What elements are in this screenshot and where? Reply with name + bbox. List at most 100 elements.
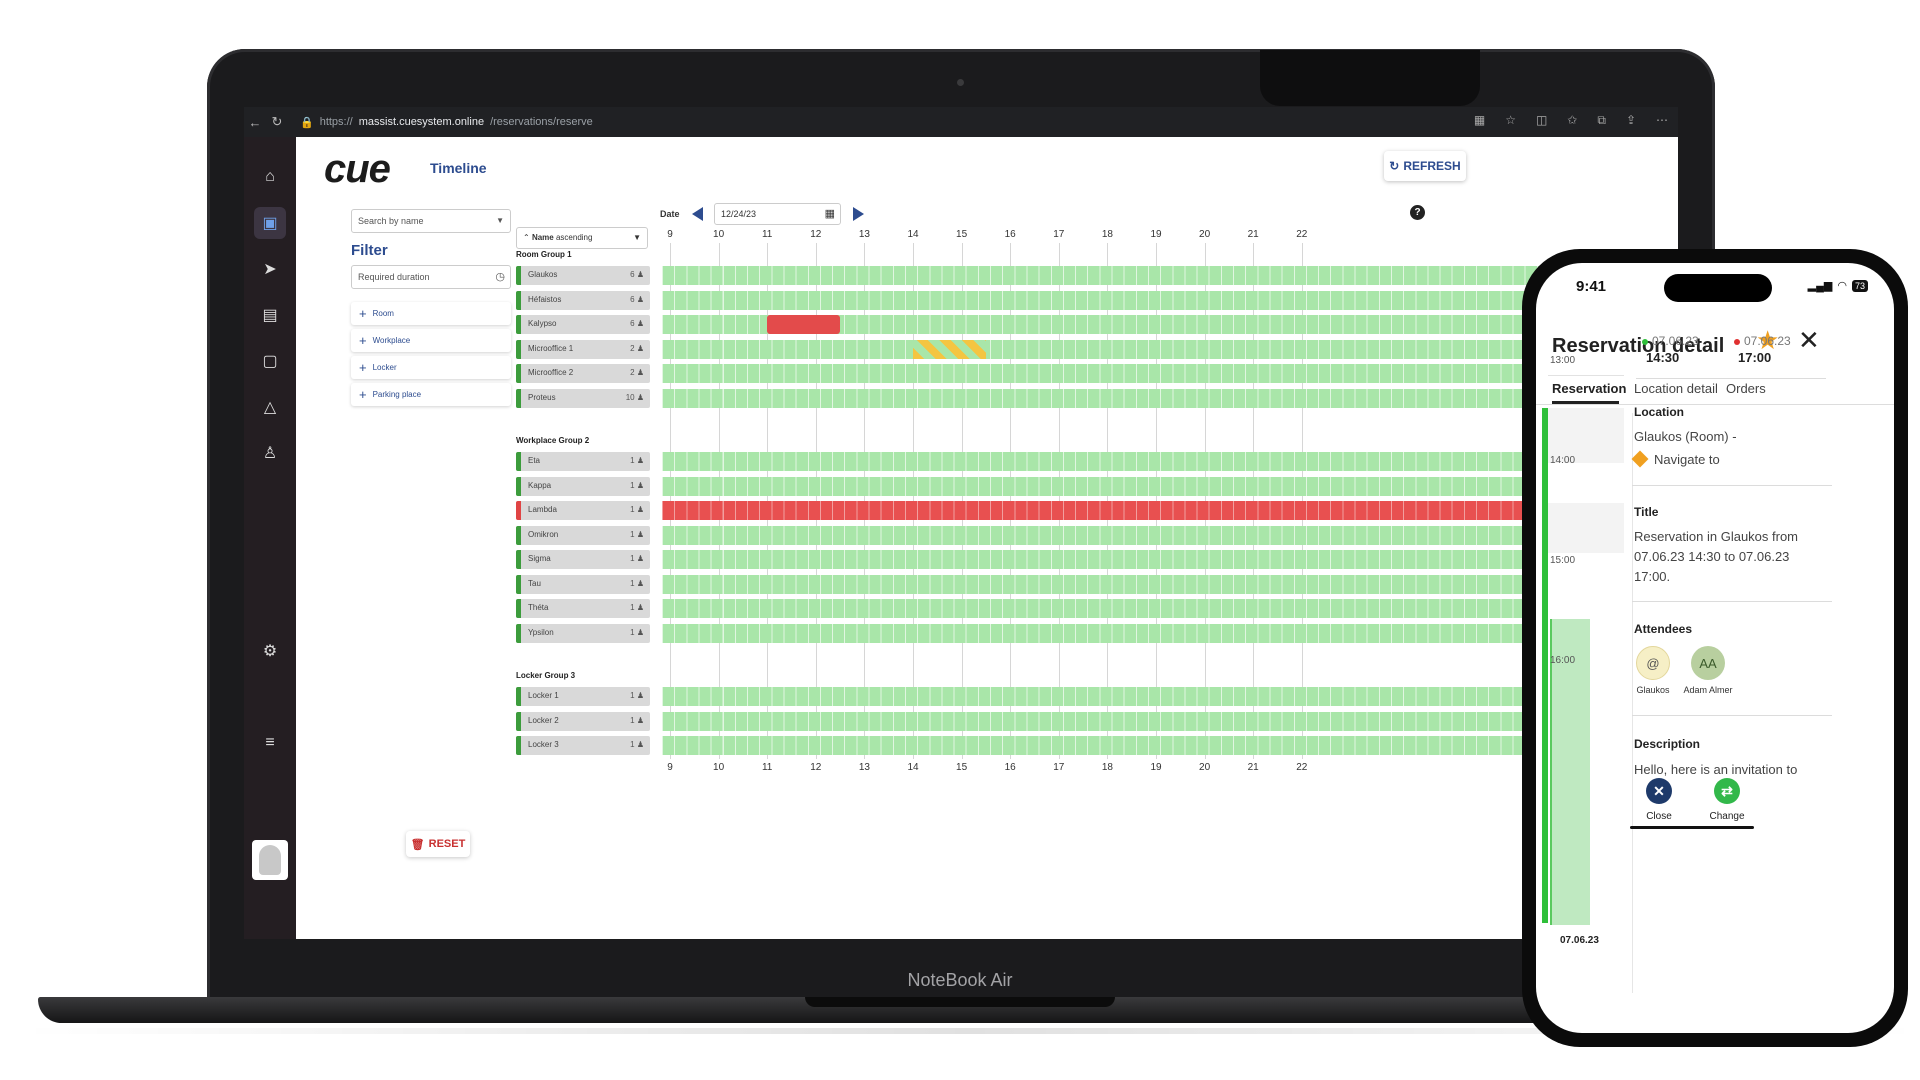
help-icon[interactable]: ? (1410, 205, 1425, 220)
close-icon[interactable]: ✕ (1798, 325, 1820, 355)
avatar[interactable] (252, 840, 288, 880)
next-day-icon[interactable] (853, 207, 864, 221)
sort-select[interactable]: ⌃ Name ascending ▼ (516, 227, 648, 249)
person-icon: ♟ (634, 578, 644, 588)
resource-row[interactable]: Sigma 1 ♟ (516, 550, 650, 569)
reader-icon[interactable]: ▦ (1473, 113, 1486, 127)
menu-icon[interactable]: ≡ (265, 734, 275, 751)
resource-row[interactable]: Locker 2 1 ♟ (516, 711, 650, 731)
refresh-icon: ↻ (1389, 159, 1400, 173)
calendar-reservation-block[interactable] (1550, 619, 1590, 925)
description-heading: Description (1634, 737, 1701, 751)
timeline-lane[interactable] (662, 315, 1678, 334)
star-icon[interactable]: ★ (1756, 325, 1780, 355)
date-input[interactable]: 12/24/23 ▦ (714, 203, 841, 225)
capacity: 1 ♟ (630, 691, 644, 700)
resource-row[interactable]: Microoffice 1 2 ♟ (516, 339, 650, 359)
navigate-link[interactable]: Navigate to (1631, 450, 1824, 470)
prev-day-icon[interactable] (692, 207, 703, 221)
timeline-lane[interactable] (662, 476, 1678, 496)
refresh-button[interactable]: ↻ REFRESH (1384, 151, 1466, 181)
duration-input[interactable]: Required duration ◷ (351, 265, 511, 289)
attendee-avatar[interactable]: AA (1691, 646, 1725, 680)
timeline-lane[interactable] (662, 501, 1678, 520)
timeline-lane[interactable] (662, 452, 1678, 471)
resource-name: Kalypso (528, 319, 557, 328)
resource-row[interactable]: Théta 1 ♟ (516, 599, 650, 618)
add-locker-button[interactable]: + Locker (351, 356, 511, 379)
search-input[interactable]: Search by name ▼ (351, 209, 511, 233)
resource-name: Microoffice 1 (528, 343, 574, 353)
star-outline-icon[interactable]: ☆ (1505, 113, 1516, 127)
reservation-block[interactable] (767, 315, 841, 334)
change-button[interactable]: ⇄ (1714, 778, 1740, 804)
close-button[interactable]: ✕ (1646, 778, 1672, 804)
timeline-lane[interactable] (662, 550, 1678, 569)
date-value: 12/24/23 (721, 209, 757, 219)
timeline-lane[interactable] (662, 599, 1678, 618)
timeline-lane[interactable] (662, 364, 1678, 383)
reservation-block[interactable] (913, 339, 986, 359)
add-parking-button[interactable]: + Parking place (351, 383, 511, 406)
tab-reservation[interactable]: Reservation (1552, 381, 1627, 396)
calendar-icon: ▦ (824, 208, 835, 220)
reset-button[interactable]: 🗑 RESET (406, 831, 470, 857)
timeline-lane[interactable] (662, 623, 1678, 643)
resource-row[interactable]: Lambda 1 ♟ (516, 501, 650, 520)
resource-row[interactable]: Locker 3 1 ♟ (516, 736, 650, 755)
add-room-button[interactable]: + Room (351, 302, 511, 325)
timeline-lane[interactable] (662, 266, 1678, 285)
back-icon[interactable]: ← (248, 114, 262, 130)
cal-date: 07.06.23 (1560, 935, 1599, 946)
resource-row[interactable]: Omikron 1 ♟ (516, 525, 650, 545)
tab-orders[interactable]: Orders (1726, 381, 1766, 396)
user-icon[interactable]: ♙ (262, 445, 278, 462)
reload-icon[interactable]: ↻ (271, 114, 283, 129)
share-icon[interactable]: ⇪ (1625, 113, 1636, 127)
timeline-lane[interactable] (662, 711, 1678, 731)
attendee-avatar[interactable]: @ (1636, 646, 1670, 680)
favorites-icon[interactable]: ✩ (1567, 113, 1578, 127)
resource-row[interactable]: Héfaistos 6 ♟ (516, 290, 650, 310)
timeline-lane[interactable] (662, 388, 1678, 408)
home-icon[interactable]: ⌂ (265, 168, 275, 185)
plus-icon: + (359, 387, 367, 402)
capacity: 1 ♟ (630, 579, 644, 588)
location-value: Glaukos (Room) - (1634, 429, 1737, 444)
resource-name: Tau (528, 578, 541, 588)
resource-row[interactable]: Ypsilon 1 ♟ (516, 623, 650, 643)
resource-row[interactable]: Kappa 1 ♟ (516, 476, 650, 496)
calendar-add-icon[interactable]: ▣ (254, 207, 286, 239)
resource-name: Locker 1 (528, 691, 559, 700)
resource-row[interactable]: Microoffice 2 2 ♟ (516, 364, 650, 383)
timeline-lane[interactable] (662, 525, 1678, 545)
signal-icon: ▂▄▆ (1807, 280, 1833, 292)
more-icon[interactable]: ⋯ (1656, 113, 1668, 127)
collections-icon[interactable]: ⧉ (1597, 113, 1606, 127)
timeline-lane[interactable] (662, 687, 1678, 706)
settings-icon[interactable]: ⚙ (262, 643, 278, 660)
capacity: 1 ♟ (630, 628, 644, 637)
resource-row[interactable]: Proteus 10 ♟ (516, 388, 650, 408)
bell-icon[interactable]: △ (263, 399, 277, 416)
resource-row[interactable]: Kalypso 6 ♟ (516, 315, 650, 334)
timeline-lane[interactable] (662, 290, 1678, 310)
calendar-icon[interactable]: ▢ (262, 353, 278, 370)
send-icon[interactable]: ➤ (263, 261, 277, 278)
add-workplace-button[interactable]: + Workplace (351, 329, 511, 352)
sort-arrow-icon: ⌃ (523, 233, 530, 242)
timeline-lane[interactable] (662, 736, 1678, 755)
address-bar[interactable]: 🔒 https:// massist.cuesystem.online/reserv… (300, 116, 593, 129)
document-icon[interactable]: ▤ (262, 307, 278, 324)
timeline-lane[interactable] (662, 574, 1678, 594)
resource-row[interactable]: Locker 1 1 ♟ (516, 687, 650, 706)
hour-label: 19 (1150, 762, 1162, 773)
resource-row[interactable]: Glaukos 6 ♟ (516, 266, 650, 285)
cal-shade (1548, 503, 1624, 553)
split-icon[interactable]: ◫ (1535, 113, 1548, 127)
person-icon: ♟ (634, 715, 644, 725)
tab-location-detail[interactable]: Location detail (1634, 381, 1718, 396)
resource-row[interactable]: Eta 1 ♟ (516, 452, 650, 471)
resource-row[interactable]: Tau 1 ♟ (516, 574, 650, 594)
